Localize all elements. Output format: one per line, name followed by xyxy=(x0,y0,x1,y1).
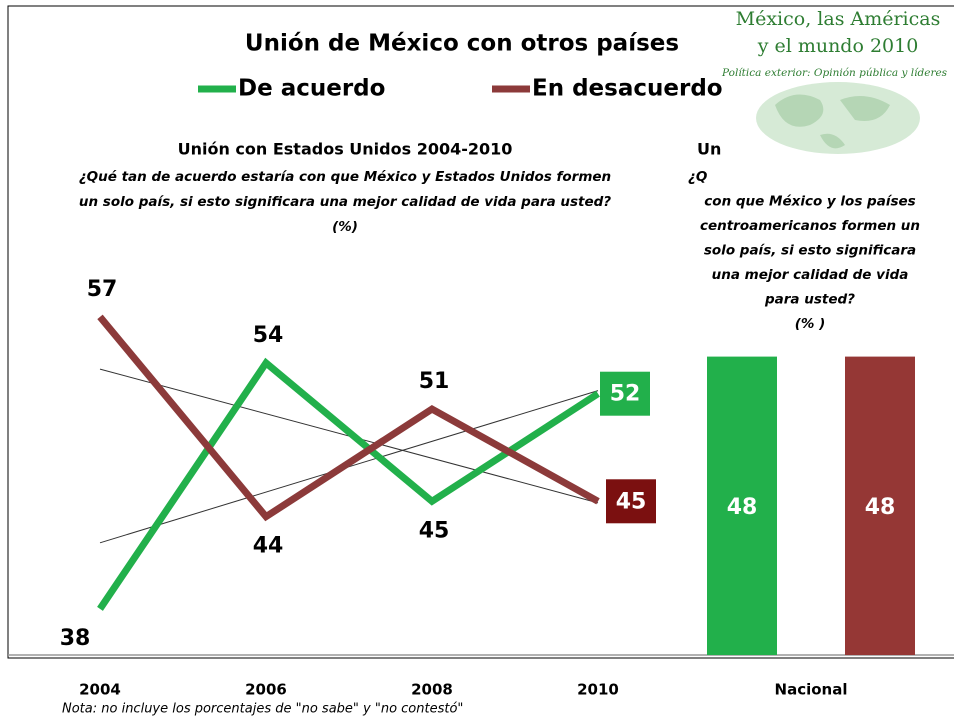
chart-subtitle: un solo país, si esto significara una me… xyxy=(79,194,611,210)
logo: México, las Américas y el mundo 2010 Pol… xyxy=(721,8,948,154)
chart-subtitle: solo país, si esto significara xyxy=(704,243,916,259)
logo-tagline: Política exterior: Opinión pública y líd… xyxy=(721,67,948,79)
chart-subtitle: con que México y los países xyxy=(704,194,915,210)
chart-subtitle: (%) xyxy=(332,219,358,235)
data-label: 57 xyxy=(87,277,118,302)
bar xyxy=(707,356,777,655)
globe-land xyxy=(775,94,890,149)
data-label: 48 xyxy=(865,495,896,520)
data-label: 52 xyxy=(610,382,641,407)
logo-line: México, las Américas xyxy=(736,8,941,30)
frame xyxy=(7,5,954,659)
label-box xyxy=(606,479,656,524)
chart-subtitle: para usted? xyxy=(764,292,855,308)
chart-subtitle: centroamericanos formen un xyxy=(700,218,920,234)
chart-title: Unión con Estados Unidos 2004-2010 xyxy=(178,140,513,159)
data-label: 51 xyxy=(419,369,450,394)
chart-subtitle: una mejor calidad de vida xyxy=(712,267,909,283)
data-label: 44 xyxy=(253,534,284,559)
legend-label: En desacuerdo xyxy=(532,76,723,102)
note: Nota: no incluye los porcentajes de "no … xyxy=(62,702,463,717)
x-tick-label: 2008 xyxy=(411,681,453,699)
chart-subtitle: ¿Q xyxy=(688,169,707,185)
x-tick-label: 2010 xyxy=(577,681,619,699)
chart-subtitle: ¿Qué tan de acuerdo estaría con que Méxi… xyxy=(79,169,611,185)
series-line xyxy=(97,357,600,611)
chart-subtitle: (% ) xyxy=(795,316,826,332)
logo-line: y el mundo 2010 xyxy=(757,35,919,57)
data-label: 45 xyxy=(419,518,450,543)
series-line xyxy=(97,314,600,522)
legend-label: De acuerdo xyxy=(238,76,385,102)
data-label: 45 xyxy=(616,489,647,514)
data-label: 54 xyxy=(253,323,284,348)
bar xyxy=(845,356,915,655)
chart-title: Un xyxy=(697,140,721,159)
x-tick-label: Nacional xyxy=(775,681,848,699)
x-tick-label: 2004 xyxy=(79,681,121,699)
data-label: 48 xyxy=(727,495,758,520)
label-box xyxy=(600,371,650,416)
x-tick-label: 2006 xyxy=(245,681,287,699)
slide-title: Unión de México con otros países xyxy=(245,31,679,57)
data-label: 38 xyxy=(60,626,91,651)
